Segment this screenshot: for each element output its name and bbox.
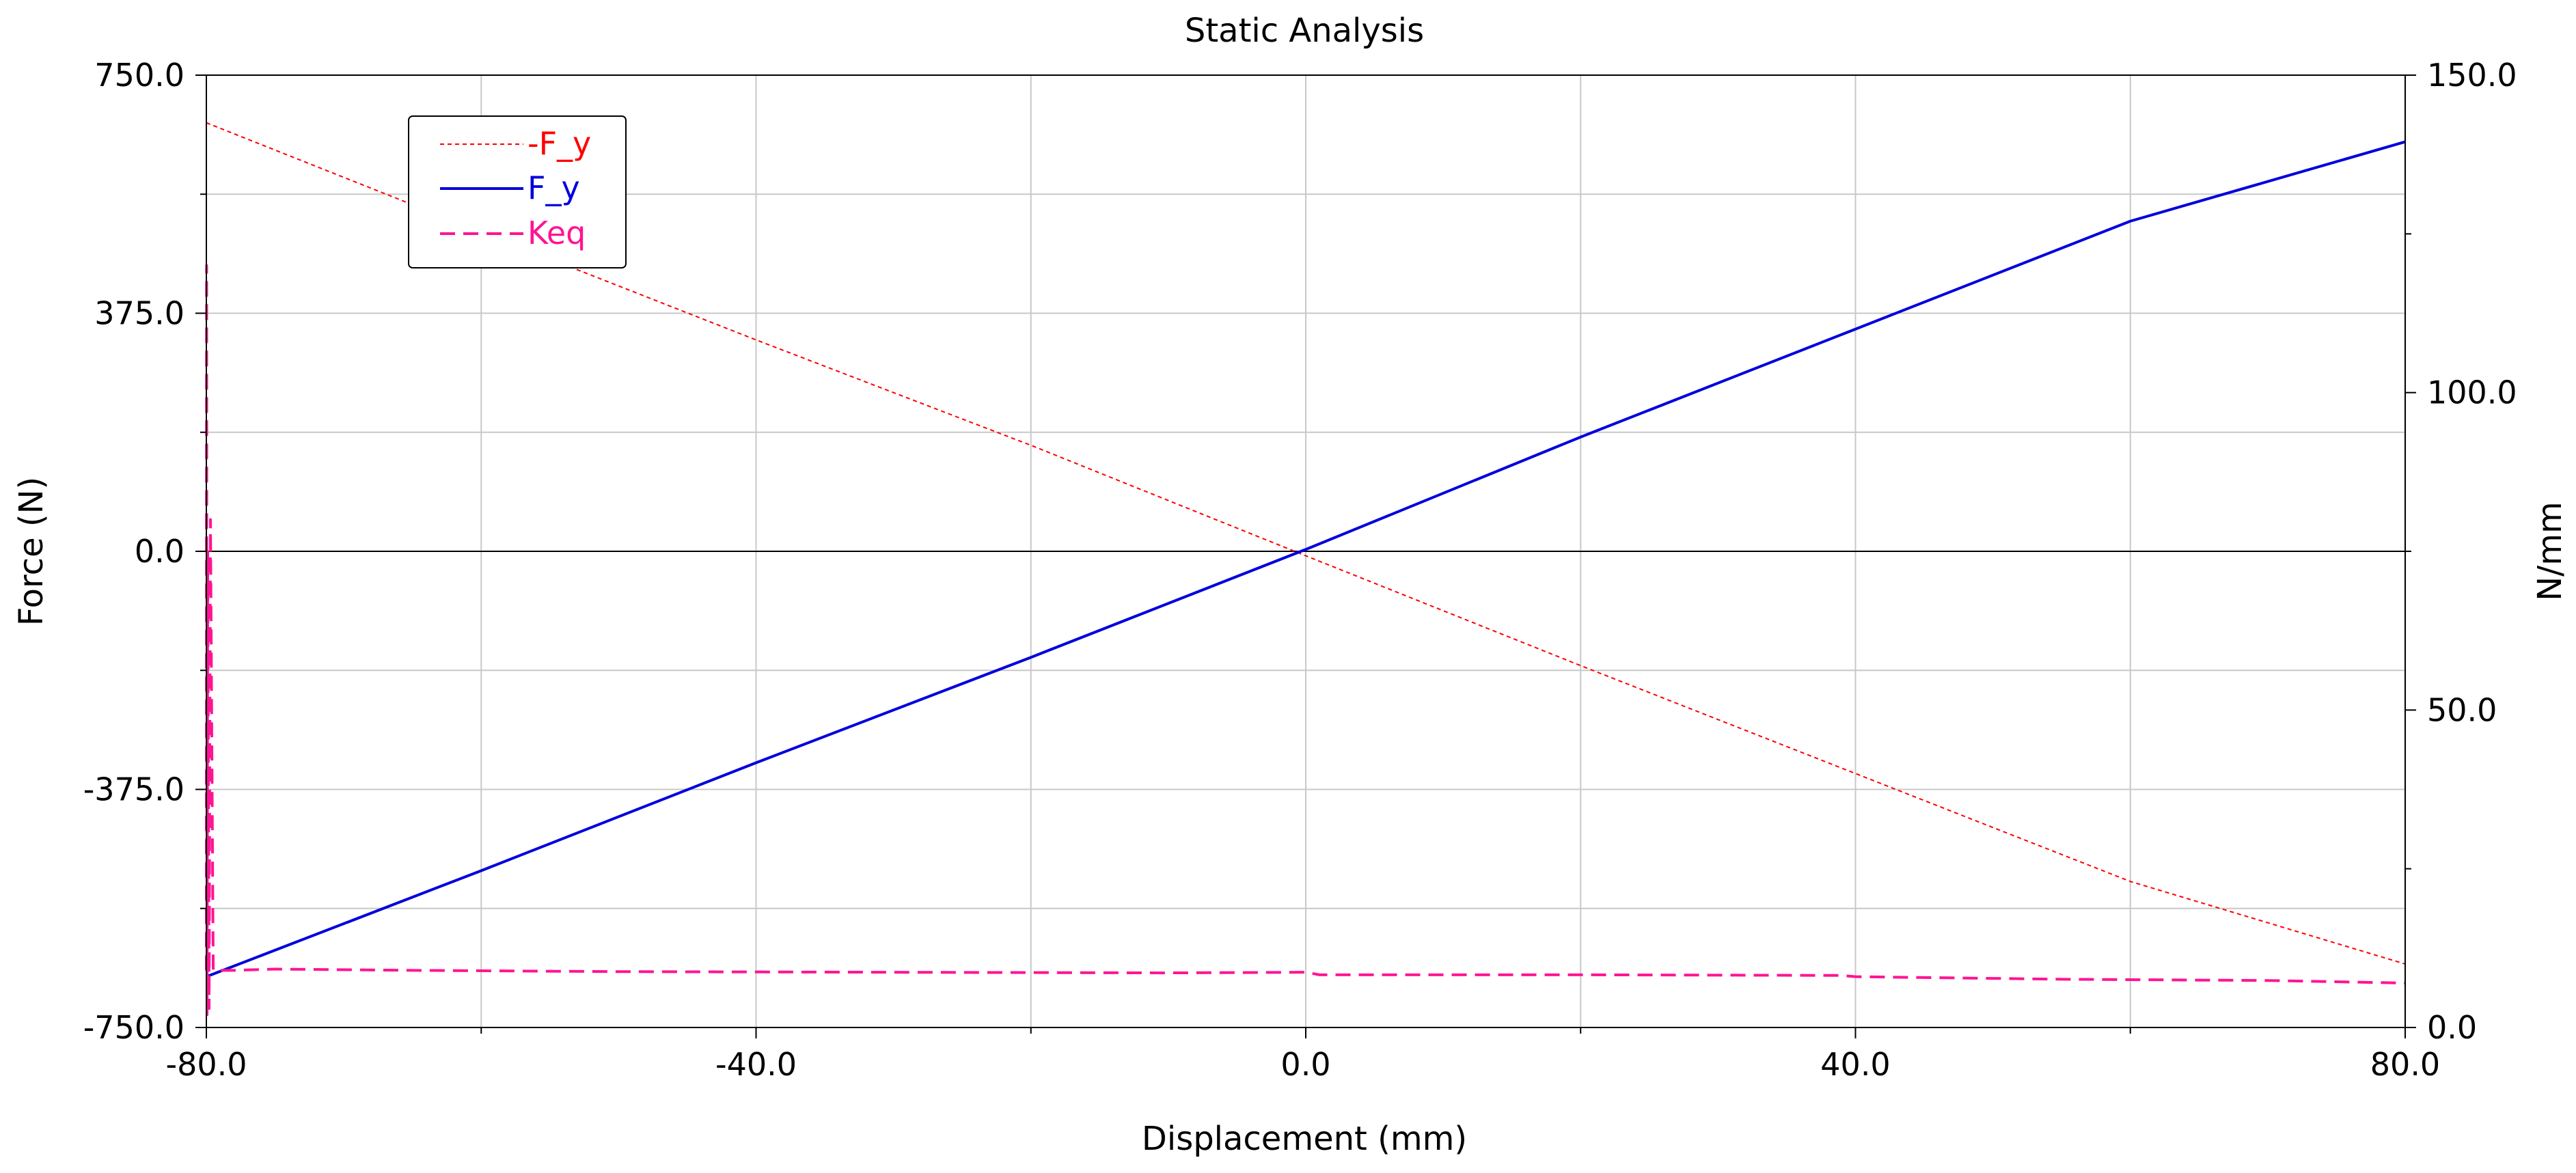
- y2-tick-label: 100.0: [2427, 374, 2517, 411]
- y2-axis-label: N/mm: [2531, 501, 2569, 601]
- axes: -80.0 -40.0 0.0 40.0 80.0 750.0 375.0 0.0 -375.0…: [83, 57, 2517, 1083]
- y-tick-label: -375.0: [83, 771, 184, 808]
- x-tick-label: -80.0: [165, 1046, 247, 1083]
- x-tick-label: 80.0: [2370, 1046, 2440, 1083]
- series-line-2: [205, 264, 2406, 1017]
- y2-tick-label: 0.0: [2427, 1009, 2477, 1046]
- x-axis-label: Displacement (mm): [1142, 1120, 1467, 1158]
- y-tick-label: 750.0: [94, 57, 184, 94]
- y-tick-label: -750.0: [83, 1009, 184, 1046]
- series-line-1: [206, 140, 2406, 978]
- x-tick-label: -40.0: [715, 1046, 797, 1083]
- y2-tick-label: 150.0: [2427, 57, 2517, 94]
- legend-label-keq: Keq: [527, 215, 586, 251]
- y-tick-label: 375.0: [94, 295, 184, 332]
- x-tick-label: 0.0: [1280, 1046, 1330, 1083]
- legend-label-f-y: F_y: [527, 169, 580, 206]
- y2-tick-label: 50.0: [2427, 691, 2497, 728]
- legend-box: [408, 115, 627, 268]
- chart-title: Static Analysis: [1185, 12, 1424, 50]
- x-tick-label: 40.0: [1820, 1046, 1890, 1083]
- y-tick-label: 0.0: [135, 533, 184, 570]
- y-axis-label: Force (N): [12, 477, 51, 626]
- legend: -F_y F_y Keq: [408, 115, 627, 268]
- legend-label-neg-f-y: -F_y: [527, 125, 591, 162]
